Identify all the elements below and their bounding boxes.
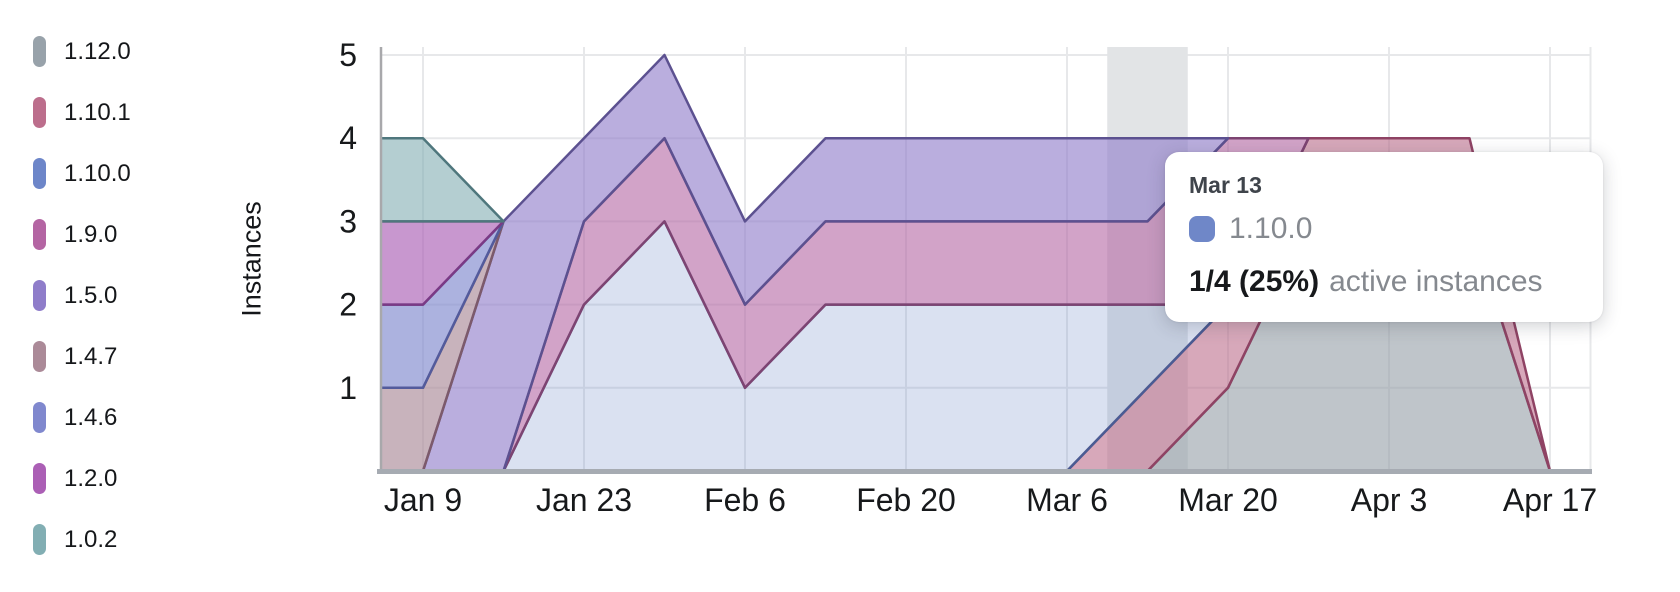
legend-swatch-icon <box>33 402 46 433</box>
x-axis-tick-label: Jan 23 <box>536 482 632 518</box>
x-axis-tick-label: Apr 17 <box>1503 482 1597 518</box>
legend-item-1.5.0[interactable]: 1.5.0 <box>33 280 131 311</box>
legend-label: 1.0.2 <box>64 526 118 553</box>
tooltip-series-swatch-icon <box>1189 216 1215 242</box>
y-axis-tick-label: 4 <box>339 120 357 156</box>
tooltip-date: Mar 13 <box>1189 172 1262 198</box>
chart-tooltip: Mar 13 1.10.0 1/4 (25%) active instances <box>1165 152 1603 322</box>
legend-swatch-icon <box>33 158 46 189</box>
x-axis-tick-label: Feb 20 <box>856 482 956 518</box>
x-axis-tick-label: Jan 9 <box>384 482 462 518</box>
legend-swatch-icon <box>33 341 46 372</box>
legend-label: 1.2.0 <box>64 465 118 492</box>
tooltip-series-row: 1.10.0 <box>1189 214 1579 244</box>
x-axis-tick-label: Mar 6 <box>1026 482 1108 518</box>
legend-item-1.4.6[interactable]: 1.4.6 <box>33 402 131 433</box>
tooltip-value-row: 1/4 (25%) active instances <box>1189 265 1579 298</box>
legend-label: 1.4.7 <box>64 343 118 370</box>
legend-item-1.12.0[interactable]: 1.12.0 <box>33 36 131 67</box>
x-axis-tick-label: Feb 6 <box>704 482 786 518</box>
legend-label: 1.10.0 <box>64 160 131 187</box>
legend-swatch-icon <box>33 524 46 555</box>
legend-swatch-icon <box>33 36 46 67</box>
legend-label: 1.9.0 <box>64 221 118 248</box>
legend-swatch-icon <box>33 97 46 128</box>
tooltip-series-label: 1.10.0 <box>1229 212 1313 245</box>
y-axis-tick-label: 1 <box>339 370 357 406</box>
x-axis-tick-label: Apr 3 <box>1351 482 1427 518</box>
area-series-1.0.2[interactable] <box>343 136 505 223</box>
y-axis-tick-label: 5 <box>339 37 357 73</box>
legend-item-1.9.0[interactable]: 1.9.0 <box>33 219 131 250</box>
legend-label: 1.5.0 <box>64 282 118 309</box>
x-axis-tick-label: Mar 20 <box>1178 482 1278 518</box>
axis-labels: Jan 9 Jan 23 Feb 6 Feb 20 Mar 6 Mar 20 Apr 3 Ap… <box>339 37 1597 518</box>
legend-swatch-icon <box>33 280 46 311</box>
legend-label: 1.10.1 <box>64 99 131 126</box>
legend-item-1.10.0[interactable]: 1.10.0 <box>33 158 131 189</box>
legend-swatch-icon <box>33 219 46 250</box>
legend-item-1.4.7[interactable]: 1.4.7 <box>33 341 131 372</box>
area-series-1.5.0[interactable] <box>421 53 1230 471</box>
tooltip-value-suffix: active instances <box>1329 265 1543 298</box>
y-axis-tick-label: 2 <box>339 287 357 323</box>
legend-item-1.2.0[interactable]: 1.2.0 <box>33 463 131 494</box>
legend-swatch-icon <box>33 463 46 494</box>
y-axis-tick-label: 3 <box>339 203 357 239</box>
chart-legend: 1.12.0 1.10.1 1.10.0 1.9.0 1.5.0 1.4.7 1.4.6 1.… <box>33 36 131 585</box>
legend-item-1.0.2[interactable]: 1.0.2 <box>33 524 131 555</box>
legend-item-1.10.1[interactable]: 1.10.1 <box>33 97 131 128</box>
legend-label: 1.12.0 <box>64 38 131 65</box>
tooltip-value: 1/4 (25%) <box>1189 265 1320 298</box>
legend-label: 1.4.6 <box>64 404 118 431</box>
